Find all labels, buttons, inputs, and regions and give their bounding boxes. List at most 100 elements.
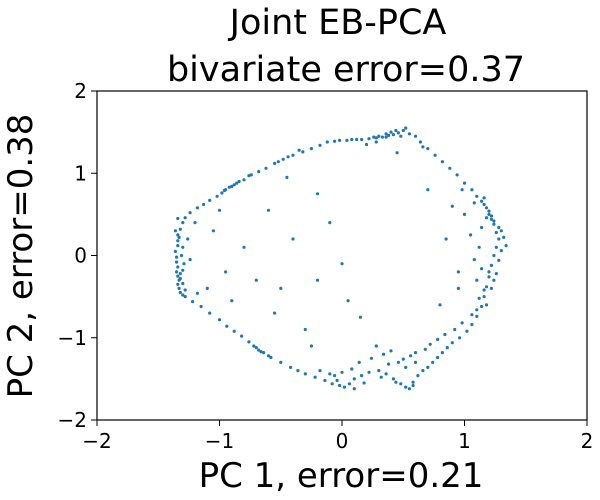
- scatter-point: [202, 202, 206, 207]
- scatter-point: [421, 369, 425, 373]
- scatter-point: [440, 160, 444, 164]
- scatter-point: [374, 344, 378, 348]
- scatter-point: [489, 214, 493, 218]
- scatter-point: [176, 265, 180, 269]
- scatter-point: [436, 337, 440, 341]
- scatter-point: [431, 360, 435, 364]
- scatter-point: [384, 132, 388, 136]
- scatter-point: [191, 300, 195, 304]
- y-axis-label: PC 2, error=0.38: [1, 114, 41, 399]
- scatter-point: [499, 229, 503, 233]
- scatter-point: [487, 270, 491, 274]
- scatter-point: [335, 378, 339, 383]
- scatter-point: [247, 174, 251, 178]
- scatter-point: [186, 237, 190, 241]
- scatter-point: [367, 370, 371, 374]
- scatter-point: [182, 262, 186, 266]
- scatter-point: [355, 137, 359, 142]
- x-axis-ticks: −2 −1 0 1 2: [82, 420, 593, 453]
- scatter-point: [176, 282, 180, 286]
- scatter-point: [401, 128, 405, 133]
- scatter-point: [217, 208, 222, 212]
- scatter-point: [458, 336, 462, 340]
- scatter-point: [222, 188, 226, 193]
- scatter-point: [492, 253, 496, 258]
- scatter-point: [215, 194, 219, 198]
- scatter-point: [480, 225, 484, 230]
- scatter-point: [380, 135, 384, 139]
- scatter-point: [445, 346, 449, 350]
- scatter-point: [296, 369, 300, 373]
- scatter-point: [178, 276, 182, 281]
- scatter-point: [177, 235, 181, 239]
- scatter-point: [323, 378, 327, 383]
- scatter-point: [475, 308, 479, 312]
- scatter-point: [181, 221, 185, 225]
- scatter-point: [181, 281, 185, 286]
- scatter-point: [208, 311, 212, 315]
- scatter-point: [328, 372, 332, 376]
- scatter-point: [374, 140, 378, 144]
- scatter-point: [487, 209, 491, 213]
- scatter-point: [374, 136, 378, 140]
- scatter-point: [195, 291, 199, 295]
- scatter-point: [450, 341, 454, 345]
- scatter-point: [391, 133, 395, 137]
- scatter-point: [266, 208, 271, 212]
- scatter-point: [232, 329, 236, 333]
- scatter-point: [301, 150, 305, 154]
- scatter-point: [357, 360, 361, 364]
- scatter-point: [342, 385, 346, 389]
- scatter-point: [399, 382, 403, 386]
- scatter-point: [178, 227, 182, 231]
- scatter-point: [384, 135, 388, 139]
- scatter-point: [460, 188, 464, 192]
- scatter-point: [494, 230, 498, 235]
- scatter-point: [181, 293, 185, 297]
- scatter-point: [279, 360, 283, 364]
- scatter-point: [411, 380, 415, 384]
- scatter-point: [389, 349, 393, 353]
- scatter-point: [413, 360, 418, 364]
- scatter-point: [291, 237, 295, 241]
- scatter-point: [502, 235, 506, 239]
- x-tick-label: 2: [581, 429, 594, 453]
- scatter-point: [426, 147, 430, 151]
- scatter-point: [340, 370, 344, 374]
- scatter-point: [407, 132, 411, 136]
- scatter-point: [489, 217, 493, 221]
- scatter-point: [257, 170, 261, 174]
- scatter-point: [347, 382, 351, 386]
- scatter-point: [472, 258, 476, 262]
- x-axis-label: PC 1, error=0.21: [199, 456, 484, 496]
- scatter-point: [462, 212, 467, 216]
- scatter-point: [407, 387, 411, 391]
- scatter-point: [389, 130, 393, 134]
- scatter-point: [178, 272, 182, 276]
- y-tick-label: 1: [74, 161, 87, 185]
- scatter-point: [173, 229, 177, 233]
- scatter-point: [438, 303, 442, 307]
- scatter-point: [227, 185, 231, 189]
- scatter-point: [313, 375, 317, 379]
- scatter-point: [364, 142, 369, 147]
- scatter-point: [254, 278, 258, 282]
- scatter-point: [416, 374, 420, 378]
- scatter-point: [409, 354, 413, 358]
- scatter-point: [465, 329, 469, 333]
- x-tick-label: −1: [205, 429, 234, 453]
- scatter-point: [482, 196, 486, 200]
- scatter-point: [413, 351, 418, 355]
- scatter-point: [450, 204, 454, 208]
- scatter-point: [333, 374, 337, 378]
- scatter-point: [345, 138, 349, 142]
- scatter-point: [181, 245, 185, 249]
- scatter-point: [193, 221, 197, 225]
- scatter-point: [384, 372, 388, 376]
- scatter-point: [497, 225, 501, 230]
- scatter-point: [346, 299, 350, 303]
- scatter-point: [494, 245, 498, 249]
- scatter-point: [281, 157, 285, 161]
- scatter-point: [257, 348, 261, 352]
- scatter-point: [462, 181, 467, 185]
